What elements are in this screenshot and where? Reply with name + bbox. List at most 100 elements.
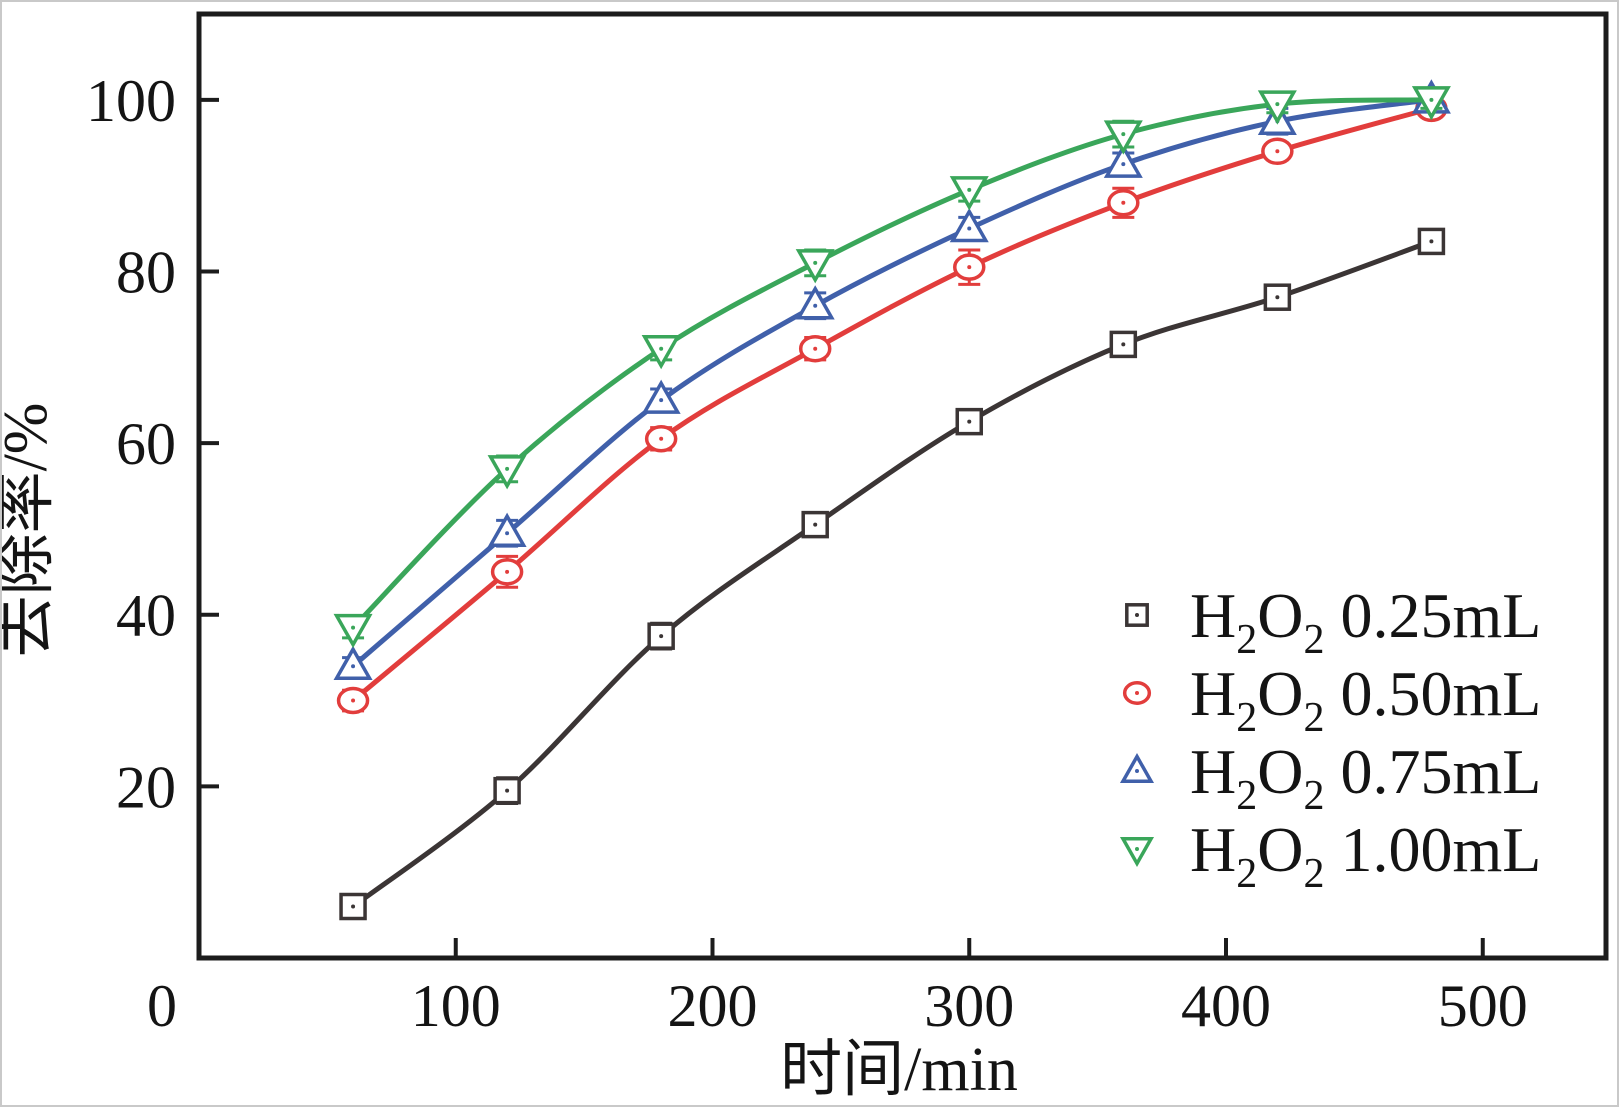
marker-center-dot: [351, 625, 356, 630]
marker-center-dot: [813, 303, 818, 308]
legend-label-subscript: 2: [1303, 773, 1324, 819]
marker-center-dot: [813, 260, 818, 265]
series-line: [351, 97, 1432, 630]
triangle-up-marker: [1103, 143, 1143, 178]
x-axis: 0 100 200 300 400 500: [147, 938, 1528, 1039]
legend-label-text: H: [1190, 658, 1236, 729]
marker-center-dot: [967, 187, 972, 192]
legend-item: H2O2 1.00mL: [1119, 814, 1541, 897]
legend-label-text: O: [1257, 580, 1303, 651]
triangle-up-marker: [949, 208, 989, 243]
square-marker: [801, 510, 829, 539]
marker-center-dot: [1429, 239, 1434, 244]
marker-center-dot: [813, 346, 818, 351]
marker-center-dot: [967, 226, 972, 231]
marker-center-dot: [505, 466, 510, 471]
legend-label-text: H: [1190, 580, 1236, 651]
y-tick-label: 80: [116, 239, 176, 305]
series-line: [351, 239, 1433, 909]
marker-center-dot: [1121, 162, 1126, 167]
legend-item: H2O2 0.25mL: [1125, 580, 1541, 663]
x-axis-title: 时间/min: [780, 1036, 1018, 1104]
triangle-up-marker: [487, 512, 527, 547]
triangle-down-marker: [1119, 837, 1155, 867]
triangle-down-marker: [333, 613, 373, 649]
legend-label-subscript: 2: [1303, 617, 1324, 663]
triangle-down-marker: [1257, 90, 1297, 125]
marker-center-dot: [813, 522, 818, 527]
marker-center-dot: [505, 569, 510, 574]
x-tick-label: 500: [1438, 973, 1528, 1039]
legend-label-text: H: [1190, 736, 1236, 807]
legend-label-subscript: 2: [1303, 851, 1324, 897]
x-tick-label: 0: [147, 973, 177, 1039]
legend-label: H2O2 0.75mL: [1190, 736, 1541, 819]
marker-center-dot: [659, 634, 664, 639]
triangle-up-marker: [1119, 753, 1155, 783]
marker-center-dot: [1135, 847, 1139, 851]
legend-label-subscript: 2: [1236, 851, 1257, 897]
legend-label-text: 1.00mL: [1324, 814, 1541, 885]
marker-center-dot: [1275, 149, 1280, 154]
x-tick-label: 300: [924, 973, 1014, 1039]
legend-label: H2O2 1.00mL: [1190, 814, 1541, 897]
legend-label: H2O2 0.25mL: [1190, 580, 1541, 663]
triangle-down-marker: [949, 176, 989, 211]
x-tick-label: 200: [668, 973, 758, 1039]
triangle-down-marker: [1411, 86, 1451, 121]
legend-label-subscript: 2: [1236, 773, 1257, 819]
legend-item: H2O2 0.75mL: [1119, 736, 1541, 819]
legend-label-text: O: [1257, 658, 1303, 729]
legend-label-subscript: 2: [1236, 695, 1257, 741]
square-marker: [339, 892, 367, 921]
legend-label-text: 0.75mL: [1324, 736, 1541, 807]
marker-center-dot: [1121, 342, 1126, 347]
plot-frame: [196, 11, 1609, 961]
triangle-down-marker: [641, 334, 681, 370]
legend-label-text: O: [1257, 736, 1303, 807]
legend-label-text: 0.50mL: [1324, 658, 1541, 729]
legend-label-subscript: 2: [1303, 695, 1324, 741]
y-axis-title: 去除率/%: [2, 403, 60, 658]
y-tick-label: 20: [116, 754, 176, 820]
marker-center-dot: [1135, 613, 1139, 617]
legend-item: H2O2 0.50mL: [1122, 658, 1541, 741]
marker-center-dot: [505, 788, 510, 793]
series-0: [339, 227, 1446, 921]
legend-label-text: 0.25mL: [1324, 580, 1541, 651]
marker-center-dot: [505, 531, 510, 536]
marker-center-dot: [351, 698, 356, 703]
marker-center-dot: [351, 664, 356, 669]
y-tick-label: 40: [116, 583, 176, 649]
legend-label: H2O2 0.50mL: [1190, 658, 1541, 741]
marker-center-dot: [1275, 295, 1280, 300]
marker-center-dot: [1135, 769, 1139, 773]
y-tick-label: 60: [116, 411, 176, 477]
triangle-up-marker: [795, 285, 835, 320]
marker-center-dot: [1275, 102, 1280, 107]
legend-label-subscript: 2: [1236, 617, 1257, 663]
triangle-down-marker: [487, 455, 527, 490]
legend-label-text: O: [1257, 814, 1303, 885]
y-tick-label: 100: [86, 68, 176, 134]
triangle-down-marker: [795, 249, 835, 284]
series-3: [333, 86, 1451, 649]
marker-center-dot: [1429, 97, 1434, 102]
y-axis: 20 40 60 80 100: [86, 68, 219, 820]
marker-center-dot: [659, 436, 664, 441]
triangle-up-marker: [333, 645, 373, 680]
legend-label-text: H: [1190, 814, 1236, 885]
triangle-down-marker: [1103, 120, 1143, 155]
marker-center-dot: [1121, 200, 1126, 205]
marker-center-dot: [659, 398, 664, 403]
marker-center-dot: [1135, 691, 1139, 695]
marker-center-dot: [967, 265, 972, 270]
x-tick-label: 400: [1181, 973, 1271, 1039]
marker-center-dot: [351, 904, 356, 909]
x-tick-label: 100: [411, 973, 501, 1039]
marker-center-dot: [659, 346, 664, 351]
